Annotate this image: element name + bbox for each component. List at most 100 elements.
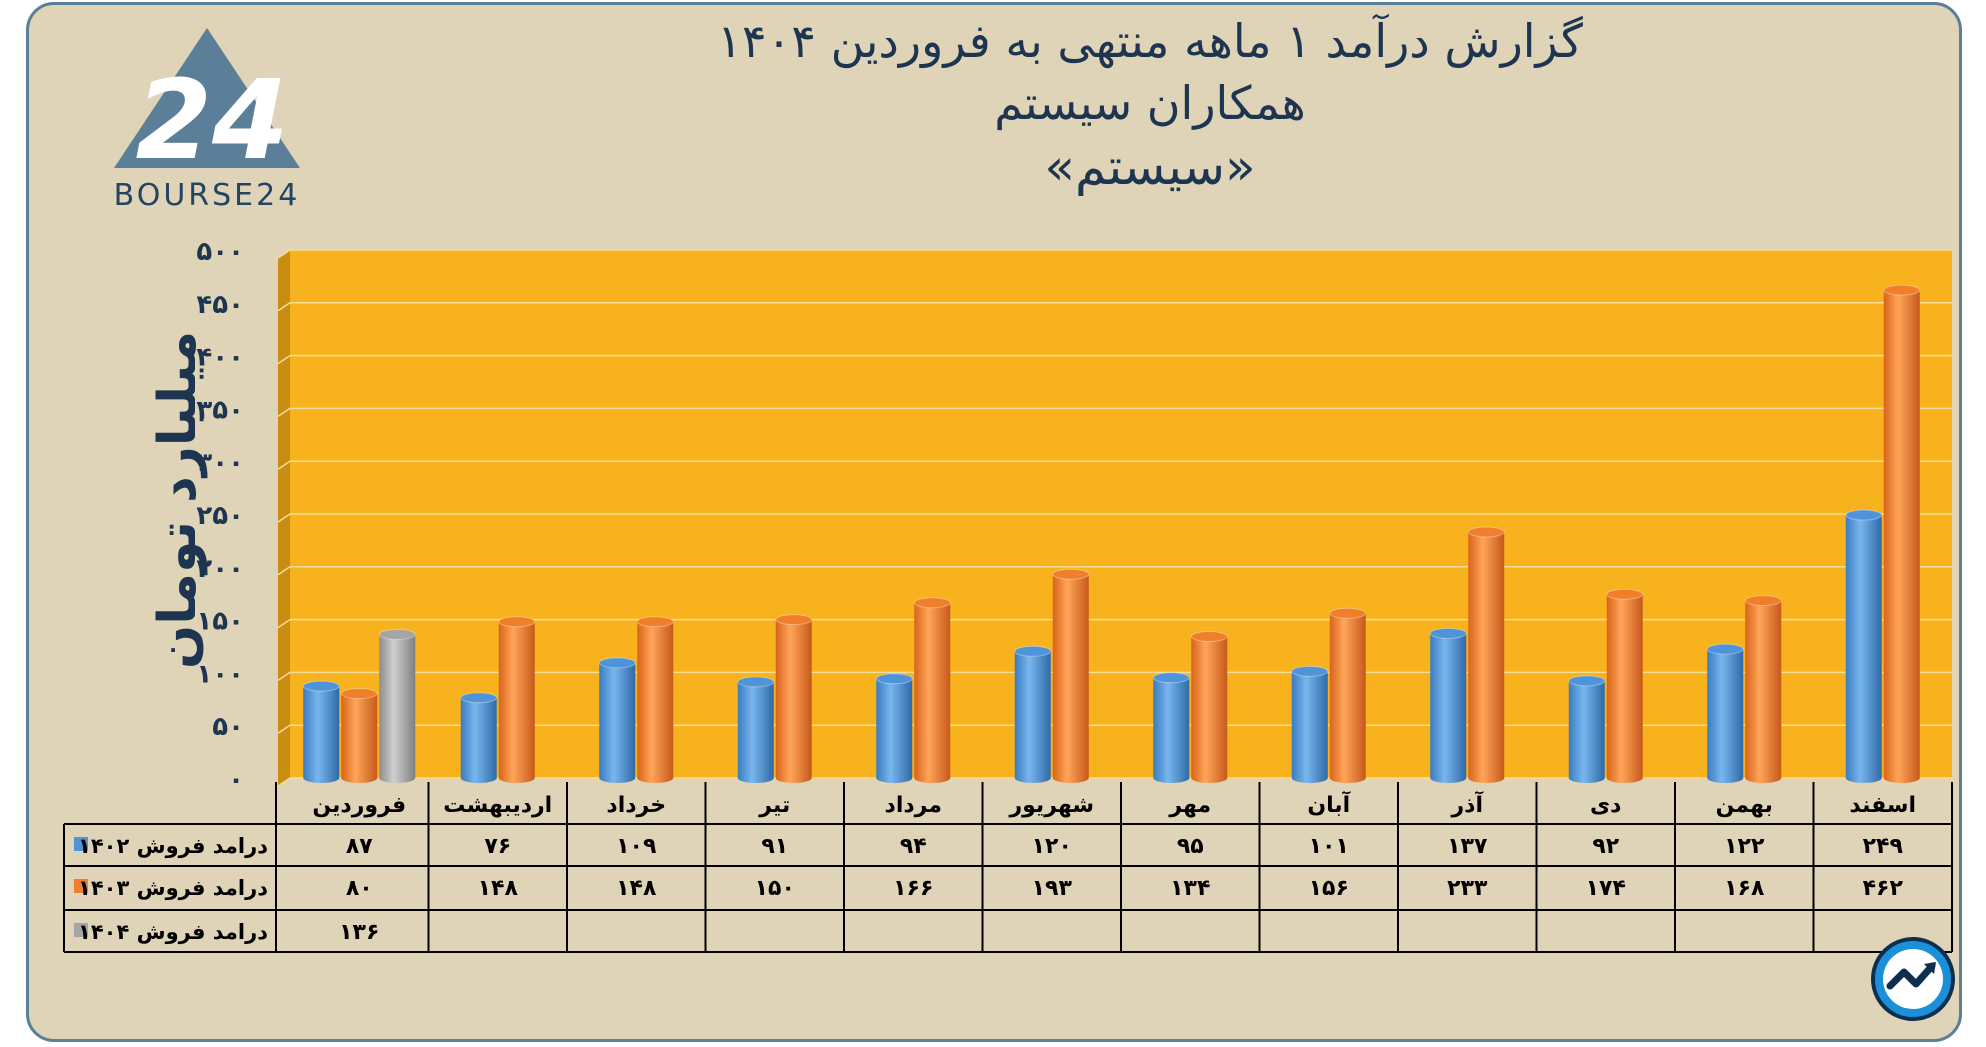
bar-cap: [1568, 675, 1606, 687]
data-label: ۸۰: [346, 876, 373, 901]
legend-key: [74, 879, 88, 893]
data-label: ۹۴: [900, 834, 927, 859]
x-tick-label: مهر: [1168, 793, 1211, 818]
bar-body: [1707, 649, 1744, 778]
bar-1-11: [1883, 284, 1921, 783]
bar-base: [303, 773, 340, 783]
bar-body: [914, 602, 951, 778]
legend-label: درامد فروش ۱۴۰۴: [78, 920, 268, 944]
x-tick-label: اسفند: [1849, 793, 1916, 818]
data-label: ۹۲: [1592, 834, 1619, 859]
bar-1-6: [1190, 630, 1228, 783]
bar-body: [1568, 680, 1605, 778]
data-label: ۷۶: [484, 834, 511, 859]
y-tick-label: ۴۰۰: [196, 343, 244, 373]
bar-base: [1568, 773, 1605, 783]
y-tick-label: ۳۰۰: [196, 448, 244, 478]
bar-cap: [737, 676, 775, 688]
bar-base: [379, 773, 416, 783]
gridline-side: [277, 354, 291, 365]
bar-body: [1745, 600, 1782, 778]
bar-0-2: [598, 657, 636, 783]
bar-base: [637, 773, 674, 783]
gridline-side: [277, 724, 291, 734]
bar-cap: [1190, 630, 1228, 642]
bar-cap: [1883, 284, 1921, 296]
data-label: ۱۹۳: [1032, 876, 1073, 901]
bar-0-9: [1568, 675, 1606, 783]
bar-base: [1191, 773, 1228, 783]
gridline-side: [277, 566, 291, 576]
bar-0-5: [1014, 645, 1052, 783]
bar-cap: [1291, 665, 1329, 677]
x-tick-label: بهمن: [1716, 793, 1773, 818]
x-tick-label: فروردین: [312, 793, 406, 818]
bar-body: [1883, 290, 1920, 778]
bar-cap: [1052, 568, 1090, 580]
bourse24-triangle-logo-icon: 24: [114, 28, 300, 184]
bar-cap: [913, 597, 951, 609]
legend-label: درامد فروش ۱۴۰۳: [78, 876, 268, 900]
bar-cap: [1706, 643, 1744, 655]
bar-base: [498, 773, 535, 783]
bar-cap: [1606, 588, 1644, 600]
bar-cap: [340, 688, 378, 700]
bar-body: [599, 662, 636, 778]
bar-base: [914, 773, 951, 783]
bar-0-8: [1429, 627, 1467, 783]
x-tick-label: اردیبهشت: [443, 793, 552, 818]
bar-body: [460, 697, 497, 778]
data-label: ۱۰۱: [1309, 834, 1349, 859]
bar-base: [737, 773, 774, 783]
data-label: ۱۶۶: [893, 876, 933, 901]
y-tick-label: ۲۵۰: [196, 501, 244, 531]
bar-cap: [775, 614, 813, 626]
data-label: ۱۴۸: [616, 876, 657, 901]
legend-key: [74, 837, 88, 851]
chart-subtitle: همکاران سیستم: [994, 76, 1306, 130]
gridline-side: [277, 671, 291, 682]
y-tick-label: ۱۰۰: [196, 659, 244, 689]
chart-company-name: «سیستم»: [1044, 138, 1256, 196]
y-tick-label: ۵۰۰: [196, 237, 244, 267]
bar-body: [498, 621, 535, 778]
bar-base: [1845, 773, 1882, 783]
y-tick-label: ۰: [228, 765, 244, 795]
bar-0-4: [875, 673, 913, 783]
bar-base: [1606, 773, 1643, 783]
chart-title: گزارش درآمد ۱ ماهه منتهی به فروردین ۱۴۰۴: [717, 14, 1583, 68]
bar-base: [460, 773, 497, 783]
bar-cap: [1467, 526, 1505, 538]
bar-cap: [460, 692, 498, 704]
bar-1-8: [1467, 526, 1505, 783]
data-label: ۱۲۰: [1032, 834, 1072, 859]
gridline-side: [277, 302, 291, 312]
data-label: ۱۰۹: [616, 834, 656, 859]
gridline-side: [277, 777, 291, 787]
bar-body: [637, 621, 674, 778]
y-tick-label: ۴۵۰: [196, 290, 244, 320]
bar-base: [341, 773, 378, 783]
legend-label: درامد فروش ۱۴۰۲: [78, 834, 268, 858]
y-tick-label: ۱۵۰: [196, 607, 244, 637]
bar-1-9: [1606, 588, 1644, 783]
data-label: ۱۵۶: [1309, 876, 1349, 901]
bar-body: [379, 634, 416, 778]
data-label: ۲۴۹: [1863, 834, 1903, 859]
bar-cap: [1845, 509, 1883, 521]
bar-0-6: [1152, 672, 1190, 783]
bar-base: [1707, 773, 1744, 783]
gridline-side: [277, 618, 291, 629]
bar-base: [1430, 773, 1467, 783]
bar-1-0: [340, 688, 378, 783]
bar-cap: [1152, 672, 1190, 684]
bar-body: [1845, 515, 1882, 778]
bar-base: [1153, 773, 1190, 783]
x-tick-label: آذر: [1451, 790, 1484, 818]
data-label: ۱۴۸: [478, 876, 519, 901]
logo-mark: 24: [135, 56, 288, 184]
bar-1-10: [1744, 595, 1782, 783]
bar-body: [303, 686, 340, 778]
bar-base: [1883, 773, 1920, 783]
